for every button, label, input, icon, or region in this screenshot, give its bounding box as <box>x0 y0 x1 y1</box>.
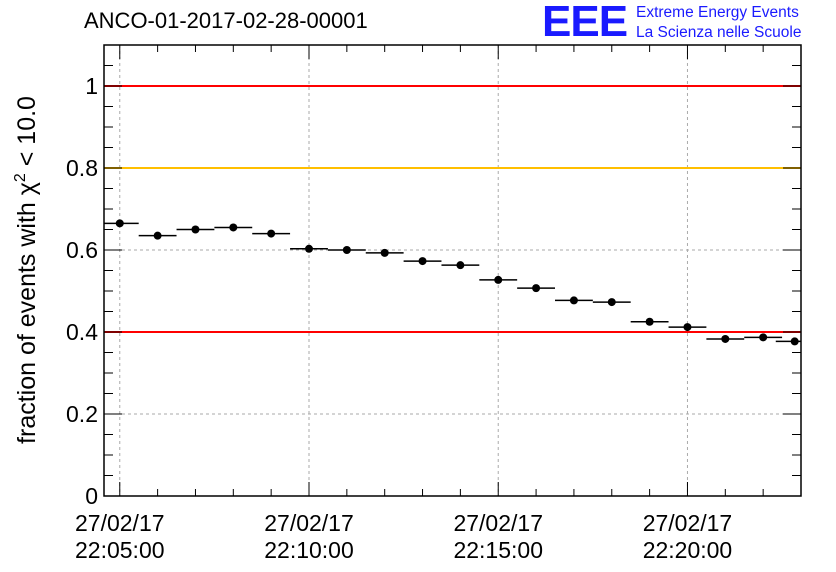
y-tick-label: 0 <box>85 483 98 509</box>
data-point <box>305 244 313 253</box>
eee-logo-line2: La Scienza nelle Scuole <box>636 24 802 41</box>
data-point <box>191 225 200 234</box>
data-point <box>418 257 427 266</box>
y-tick-label: 0.8 <box>66 155 98 181</box>
y-tick-label: 0.6 <box>66 237 98 263</box>
data-point <box>790 337 799 346</box>
data-point <box>532 284 541 293</box>
data-point <box>721 334 730 343</box>
y-axis-label: fraction of events with χ2 < 10.0 <box>12 96 41 444</box>
x-tick-label-time: 22:05:00 <box>75 537 165 563</box>
x-tick-label-time: 22:20:00 <box>643 537 733 563</box>
data-point <box>115 219 124 228</box>
x-tick-label-time: 22:15:00 <box>453 537 543 563</box>
data-point <box>456 261 465 270</box>
data-point <box>229 223 238 232</box>
eee-logo-mark: EEE <box>542 0 628 46</box>
chart-title: ANCO-01-2017-02-28-00001 <box>84 8 368 33</box>
x-tick-label-date: 27/02/17 <box>453 510 543 536</box>
data-point <box>683 323 692 332</box>
data-point <box>759 333 768 342</box>
data-point <box>569 296 578 305</box>
data-point <box>607 298 616 307</box>
eee-logo-line1: Extreme Energy Events <box>636 4 799 21</box>
data-point <box>153 231 162 240</box>
eee-logo: EEE Extreme Energy Events La Scienza nel… <box>542 0 832 46</box>
data-point <box>494 275 503 284</box>
y-tick-label: 1 <box>85 73 98 99</box>
data-point <box>645 317 654 326</box>
data-point <box>342 246 351 254</box>
data-point <box>267 229 276 238</box>
data-point <box>380 248 389 257</box>
y-tick-label: 0.4 <box>66 319 98 345</box>
x-tick-label-date: 27/02/17 <box>264 510 354 536</box>
plot-area <box>104 45 801 496</box>
y-tick-label: 0.2 <box>66 401 98 427</box>
x-tick-label-date: 27/02/17 <box>75 510 165 536</box>
x-tick-label-time: 22:10:00 <box>264 537 354 563</box>
x-tick-label-date: 27/02/17 <box>643 510 733 536</box>
